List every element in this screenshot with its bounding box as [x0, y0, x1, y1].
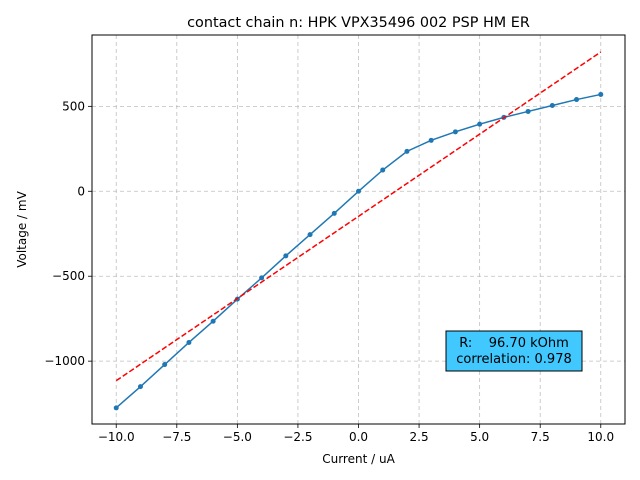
- annotation-resistance: R: 96.70 kOhm: [459, 336, 569, 351]
- x-tick-label: −10.0: [98, 430, 135, 444]
- data-point: [574, 97, 580, 103]
- annotation-background: [445, 330, 583, 372]
- data-point: [356, 188, 361, 194]
- data-point: [428, 137, 434, 143]
- data-point: [404, 148, 410, 154]
- data-point: [162, 362, 168, 368]
- x-tick-label: 0.0: [349, 430, 368, 444]
- data-point: [452, 129, 458, 135]
- data-point: [525, 108, 531, 114]
- series-layer: [113, 51, 604, 411]
- data-point: [307, 232, 313, 238]
- x-axis-label: Current / uA: [322, 452, 395, 466]
- x-tick-label: −7.5: [162, 430, 191, 444]
- y-tick-label: 0: [77, 184, 85, 198]
- x-tick-label: 7.5: [531, 430, 550, 444]
- data-point: [113, 405, 119, 411]
- fit-annotation-box: R: 96.70 kOhm correlation: 0.978: [445, 330, 583, 372]
- data-point: [283, 253, 289, 259]
- y-axis-ticks: −1000 −500 0 500: [44, 99, 92, 368]
- y-axis-label: Voltage / mV: [15, 190, 29, 267]
- data-point: [598, 91, 604, 97]
- annotation-correlation: correlation: 0.978: [456, 352, 571, 367]
- chart-title: contact chain n: HPK VPX35496 002 PSP HM…: [187, 15, 530, 31]
- x-tick-label: 2.5: [410, 430, 429, 444]
- data-point: [331, 210, 337, 216]
- data-point: [549, 102, 555, 108]
- data-point: [259, 275, 265, 281]
- data-point: [137, 384, 143, 390]
- y-tick-label: −500: [52, 269, 85, 283]
- fit-line: [115, 51, 602, 382]
- data-point: [477, 121, 483, 127]
- x-axis-ticks: −10.0 −7.5 −5.0 −2.5 0.0 2.5 5.0 7.5 10.0: [98, 424, 614, 444]
- data-point: [210, 318, 216, 324]
- x-tick-label: −5.0: [223, 430, 252, 444]
- y-tick-label: −1000: [44, 354, 85, 368]
- x-tick-label: 10.0: [587, 430, 614, 444]
- data-point: [380, 167, 386, 173]
- x-tick-label: −2.5: [283, 430, 312, 444]
- x-tick-label: 5.0: [470, 430, 489, 444]
- y-tick-label: 500: [62, 99, 85, 113]
- data-point: [186, 339, 192, 345]
